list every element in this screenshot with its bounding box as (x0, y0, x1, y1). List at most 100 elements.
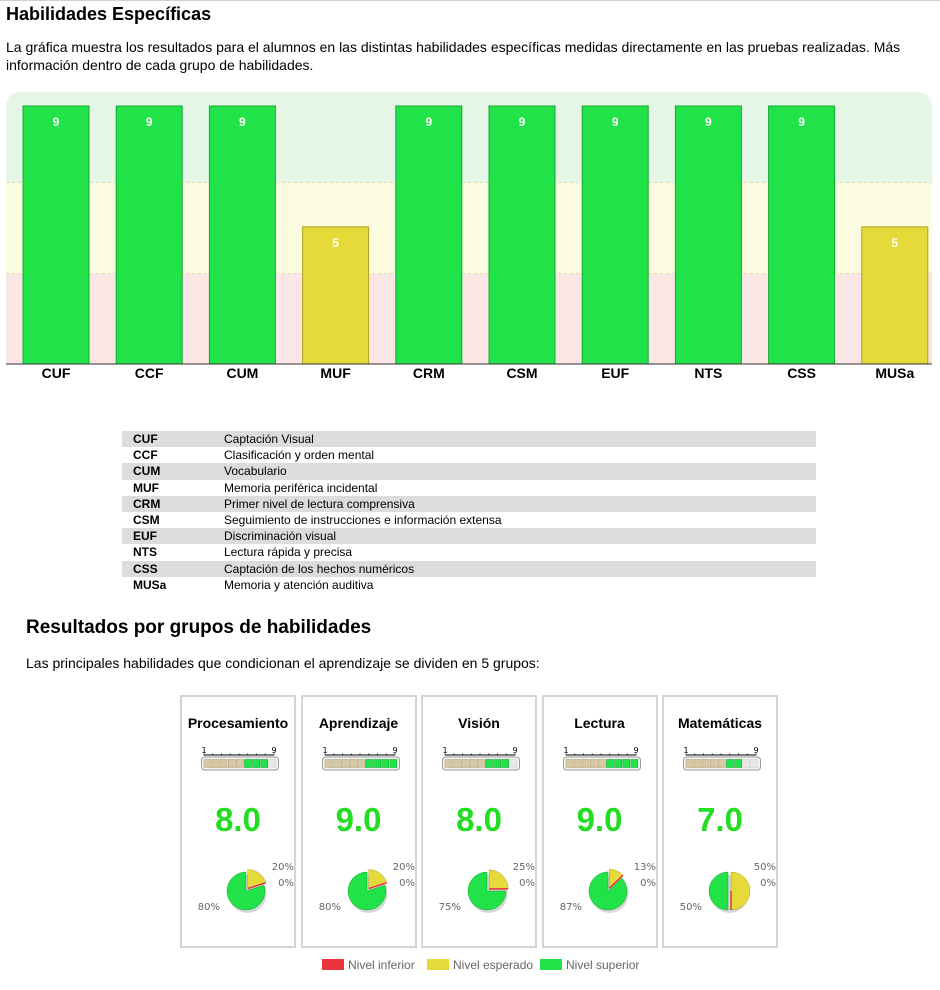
glossary-label: Lectura rápida y precisa (224, 545, 353, 560)
scale-segment (501, 759, 510, 768)
legend-label: Nivel superior (566, 958, 640, 972)
bar-euf (581, 105, 649, 365)
group-pie-chart: 20% 0% 80% (198, 862, 294, 913)
legend-label: Nivel inferior (348, 958, 415, 972)
scale-min-label: 1 (201, 746, 206, 755)
scale-segment (605, 759, 614, 768)
glossary-label: Captación de los hechos numéricos (213, 560, 816, 577)
glossary-row: CRM Primer nivel de lectura comprensiva (122, 495, 816, 512)
pie-legend-item: Nivel inferior (322, 958, 415, 972)
scale-segment (477, 759, 485, 768)
pie-slice-superior (467, 871, 507, 911)
scale-segment (485, 759, 493, 768)
scale-segment (332, 759, 340, 768)
pie-legend-item: Nivel superior (540, 958, 639, 972)
group-card-title: Visión (458, 715, 500, 731)
top-rule (0, 0, 940, 1)
x-tick-label-nts: NTS (694, 365, 722, 381)
pie-slice-esperado (488, 869, 509, 890)
bar-ccf (115, 105, 183, 365)
bar-value-euf: 9 (612, 115, 619, 129)
section-title-specific-skills: Habilidades Específicas (6, 4, 212, 24)
scale-segment (685, 759, 694, 768)
scale-max-label: 9 (753, 746, 758, 755)
glossary-label: Clasificación y orden mental (224, 448, 375, 463)
pie-slice-superior (708, 871, 729, 911)
glossary-code: MUF (133, 480, 159, 495)
glossary-label: Primer nivel de lectura comprensiva (213, 495, 816, 512)
group-pie-chart: 25% 0% 75% (439, 862, 535, 913)
x-tick-label-ccf: CCF (135, 365, 164, 381)
scale-segment (621, 759, 630, 768)
scale-segment (589, 759, 598, 768)
glossary-row: CUF Captación Visual (122, 431, 816, 448)
group-card-title: Aprendizaje (318, 715, 399, 731)
scale-max-label: 9 (392, 746, 397, 755)
bar-cuf (22, 105, 90, 365)
scale-segment (324, 759, 332, 768)
legend-label: Nivel esperado (453, 958, 534, 972)
pie-slice-superior (347, 871, 386, 911)
scale-max-label: 9 (512, 746, 517, 755)
scale-segment (372, 759, 381, 768)
bar-crm (395, 105, 463, 365)
scale-segment (693, 759, 702, 768)
group-score: 9.0 (576, 801, 623, 838)
scale-segment (356, 759, 365, 768)
group-pie-chart: 50% 0% 50% (680, 862, 776, 913)
glossary-row: CSM Seguimiento de instrucciones e inform… (122, 512, 816, 528)
group-score: 8.0 (456, 801, 502, 838)
scale-segment (268, 759, 277, 768)
scale-segment (742, 759, 751, 768)
scale-segment (630, 759, 638, 768)
scale-max-label: 9 (633, 746, 638, 755)
pie-label-superior: 80% (198, 902, 220, 913)
glossary-row: NTS Lectura rápida y precisa (122, 544, 816, 560)
scale-segment (565, 759, 573, 768)
pie-slice-superior (226, 871, 266, 911)
scale-segment (597, 759, 606, 768)
glossary-code: CUF (122, 431, 213, 448)
glossary-label: Memoria y atención auditiva (224, 577, 374, 592)
pie-label-inferior: 0% (399, 878, 415, 889)
bar-value-nts: 9 (705, 115, 712, 129)
pie-slice-inferior (247, 881, 267, 890)
scale-min-label: 1 (563, 746, 568, 755)
group-score: 8.0 (215, 801, 261, 838)
scale-segment (236, 759, 244, 768)
glossary-row: MUF Memoria periférica incidental (122, 480, 816, 496)
pie-label-superior: 75% (439, 902, 461, 913)
group-score: 7.0 (697, 801, 743, 838)
bar-csm (488, 105, 556, 365)
bar-musa (861, 226, 929, 365)
pie-label-esperado: 50% (754, 862, 776, 873)
scale-segment (452, 759, 461, 768)
pie-label-esperado: 20% (392, 862, 414, 873)
glossary-row: CCF Clasificación y orden mental (122, 447, 816, 463)
pie-label-superior: 87% (559, 902, 581, 913)
scale-segment (444, 759, 453, 768)
x-tick-label-cum: CUM (226, 365, 258, 381)
legend-swatch (322, 959, 344, 970)
skills-bar-chart: 9 CUF 9 CCF 9 CUM 5 MUF 9 CRM 9 CSM 9 EUF 9 NTS 9 CSS 5 MUS… (6, 92, 932, 381)
scale-min-label: 1 (442, 746, 447, 755)
scale-segment (734, 759, 742, 768)
group-card-title: Matemáticas (677, 715, 763, 731)
glossary-row: CUM Vocabulario (122, 463, 816, 480)
bar-value-cum: 9 (239, 115, 246, 129)
x-tick-label-csm: CSM (506, 365, 537, 381)
pie-label-inferior: 0% (278, 878, 294, 889)
group-card-lectura: Lectura 1 9 9.0 13% 0% 87% (541, 695, 658, 948)
pie-slice-inferior (368, 881, 387, 890)
glossary-label: Captación Visual (213, 431, 816, 448)
scale-segment (227, 759, 236, 768)
pie-label-esperado: 13% (633, 862, 655, 873)
glossary-code: CRM (122, 495, 213, 512)
scale-segment (211, 759, 220, 768)
pie-label-superior: 80% (318, 902, 340, 913)
group-card-procesamiento: Procesamiento 1 9 8.0 20% 0% 80% (180, 695, 296, 948)
glossary-row: CSS Captación de los hechos numéricos (122, 560, 816, 577)
pie-slice-esperado (730, 871, 751, 911)
scale-segment (468, 759, 477, 768)
